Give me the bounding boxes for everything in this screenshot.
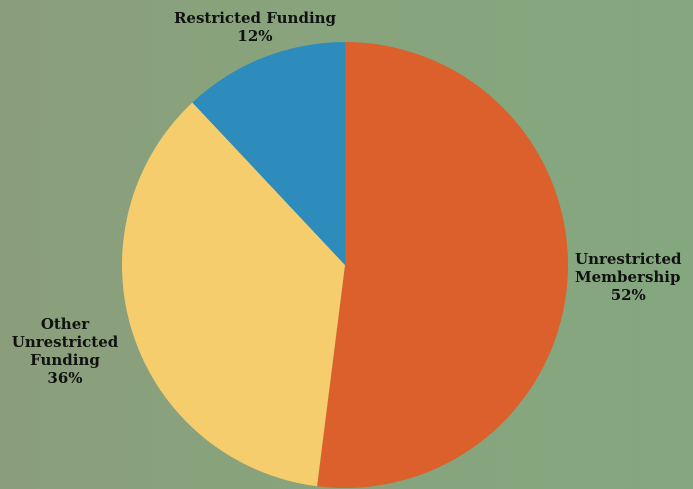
slice-label-line: Unrestricted: [575, 250, 682, 268]
slice-label-line: Membership: [575, 268, 681, 286]
pie-slice-restricted-funding: [192, 42, 345, 265]
slice-percent: 12%: [237, 27, 273, 45]
slice-percent: 36%: [47, 369, 83, 387]
slice-percent: 52%: [610, 286, 646, 304]
slice-label-line: Restricted Funding: [173, 9, 337, 27]
slice-label-line: Funding: [30, 351, 100, 369]
pie-slices: [122, 42, 569, 488]
slice-label-line: Other: [40, 315, 90, 333]
slice-label-line: Unrestricted: [11, 333, 119, 351]
pie-slice-other-unrestricted-funding: [122, 102, 345, 487]
slice-label-restricted-funding: Restricted Funding 12%: [140, 9, 370, 45]
pie-slice-unrestricted-membership: [317, 42, 569, 488]
slice-label-other-unrestricted-funding: Other Unrestricted Funding 36%: [6, 315, 124, 387]
slice-label-unrestricted-membership: Unrestricted Membership 52%: [575, 250, 682, 304]
